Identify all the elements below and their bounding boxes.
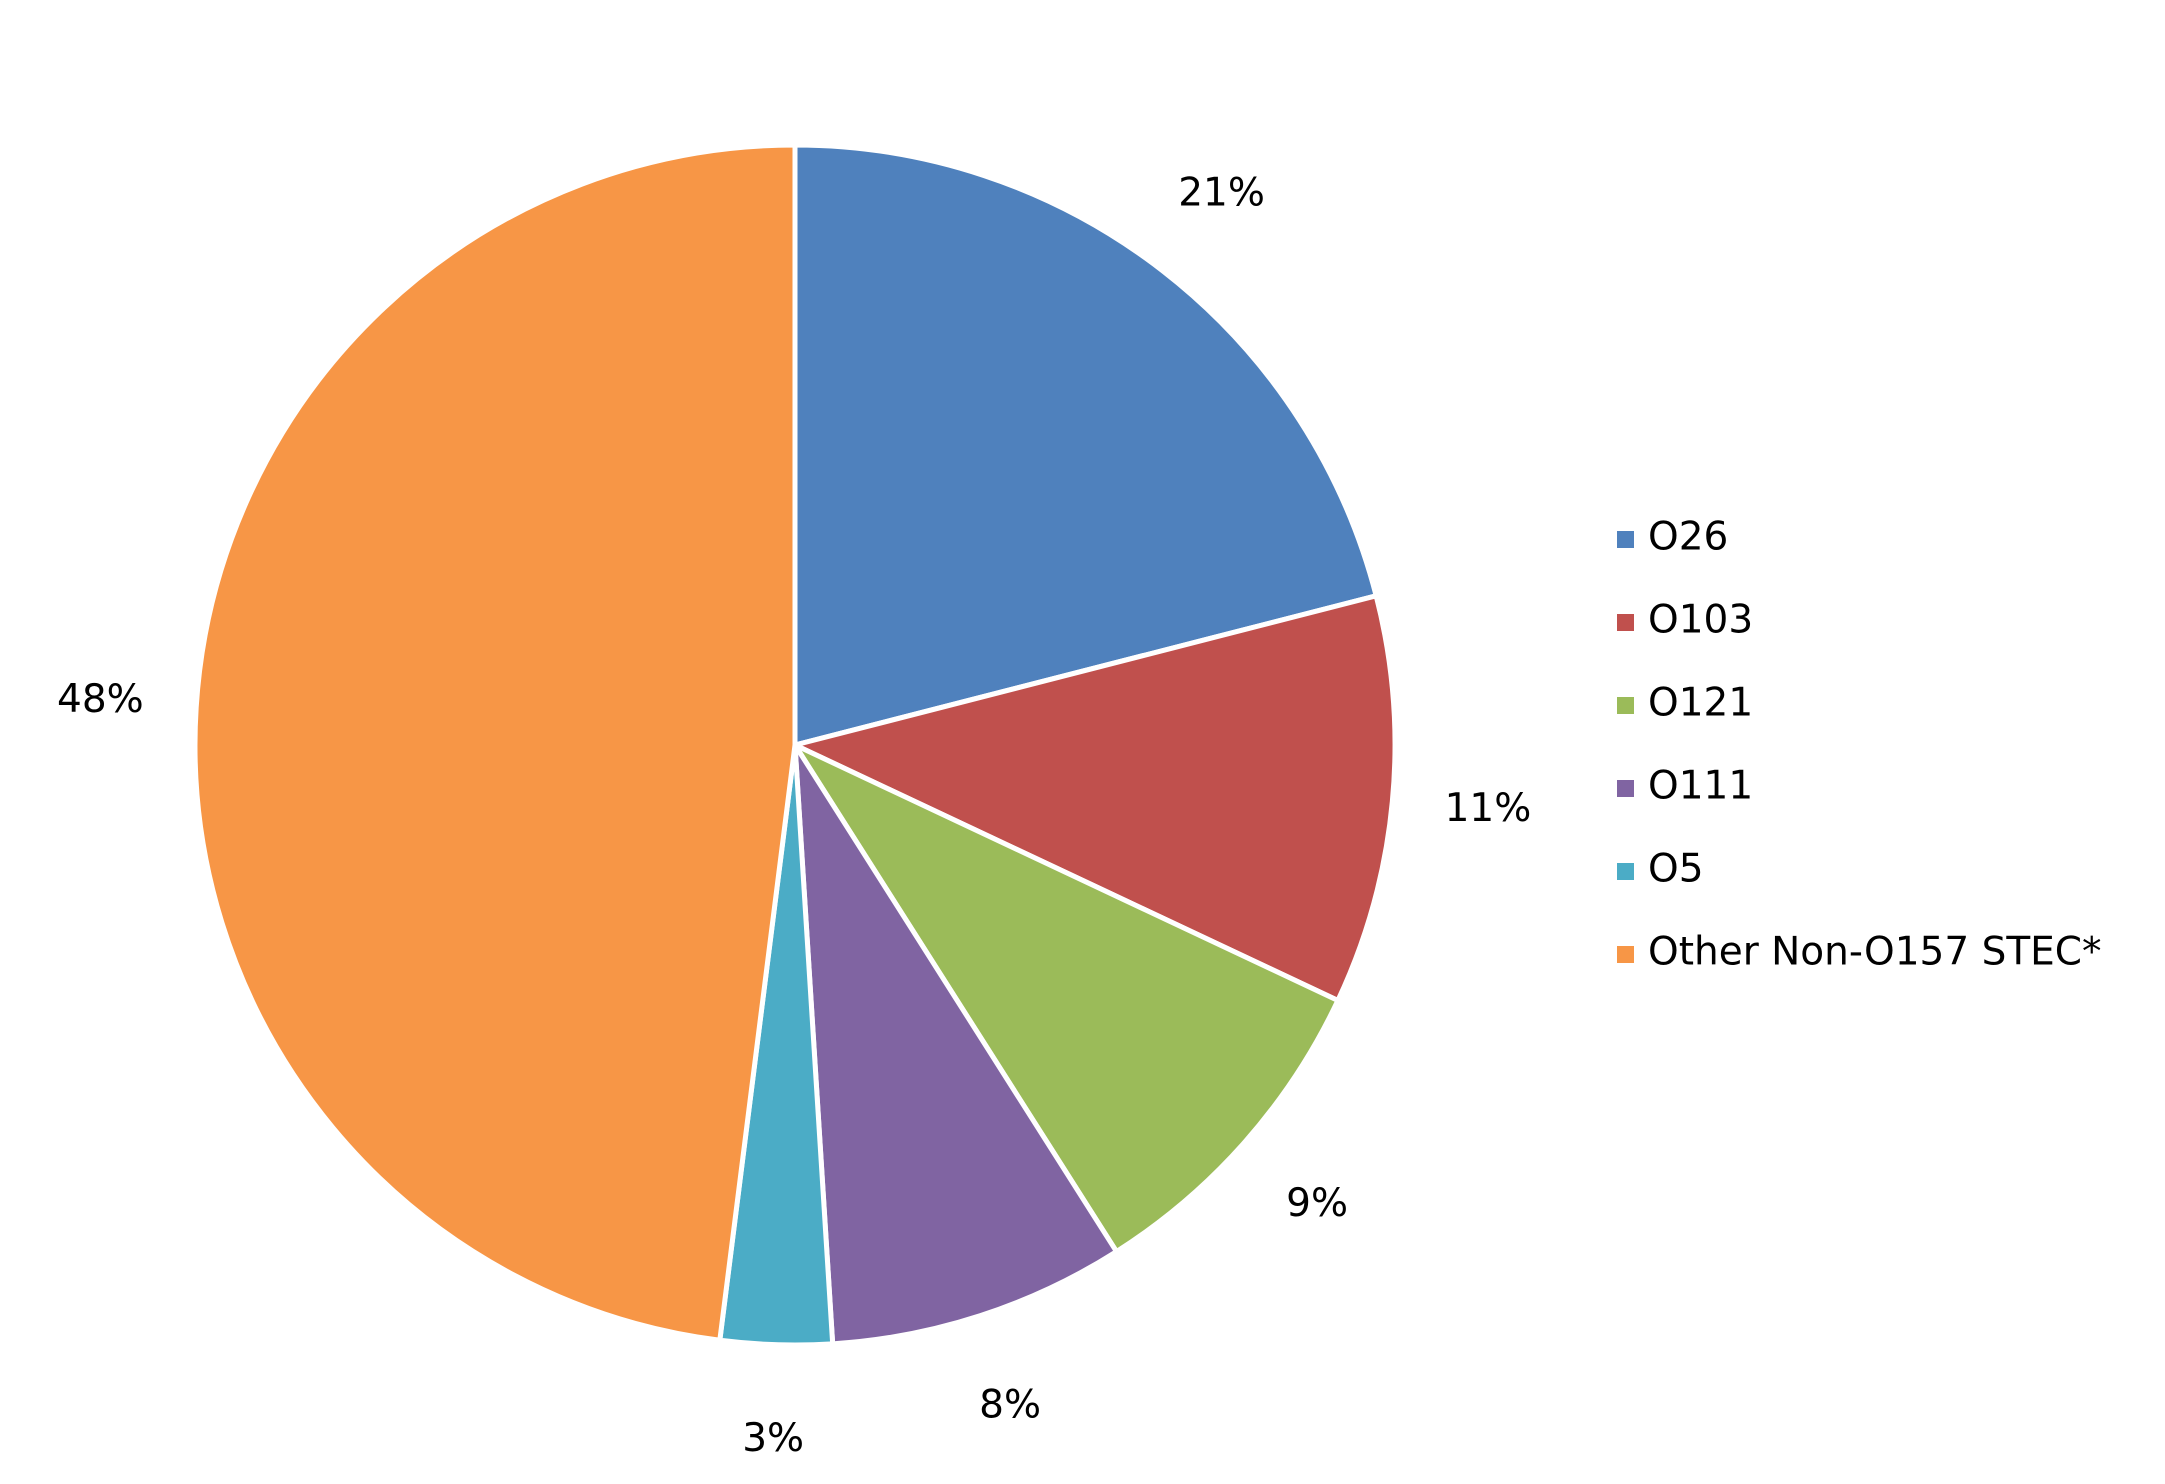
pie-slice — [192, 142, 798, 1344]
legend-label: O103 — [1648, 598, 1753, 643]
data-label: 3% — [742, 1416, 804, 1461]
legend-swatch — [1617, 697, 1634, 714]
legend-swatch — [1617, 946, 1634, 963]
legend-label: Other Non-O157 STEC* — [1648, 930, 2102, 975]
legend-swatch — [1617, 780, 1634, 797]
data-label: 11% — [1445, 786, 1532, 831]
data-label: 21% — [1178, 171, 1265, 216]
pie-slice — [792, 142, 1380, 749]
legend-label: O111 — [1648, 764, 1753, 809]
legend-swatch — [1617, 531, 1634, 548]
legend-label: O5 — [1648, 847, 1704, 892]
pie-slice — [787, 592, 1398, 1004]
legend-label: O26 — [1648, 515, 1728, 560]
pie-slice — [792, 743, 1120, 1347]
legend-swatch — [1617, 863, 1634, 880]
data-label: 8% — [979, 1382, 1041, 1427]
pie-slice — [788, 739, 1342, 1256]
data-label: 9% — [1286, 1181, 1348, 1226]
legend-label: O121 — [1648, 681, 1753, 726]
data-label: 48% — [57, 677, 144, 722]
legend-swatch — [1617, 614, 1634, 631]
